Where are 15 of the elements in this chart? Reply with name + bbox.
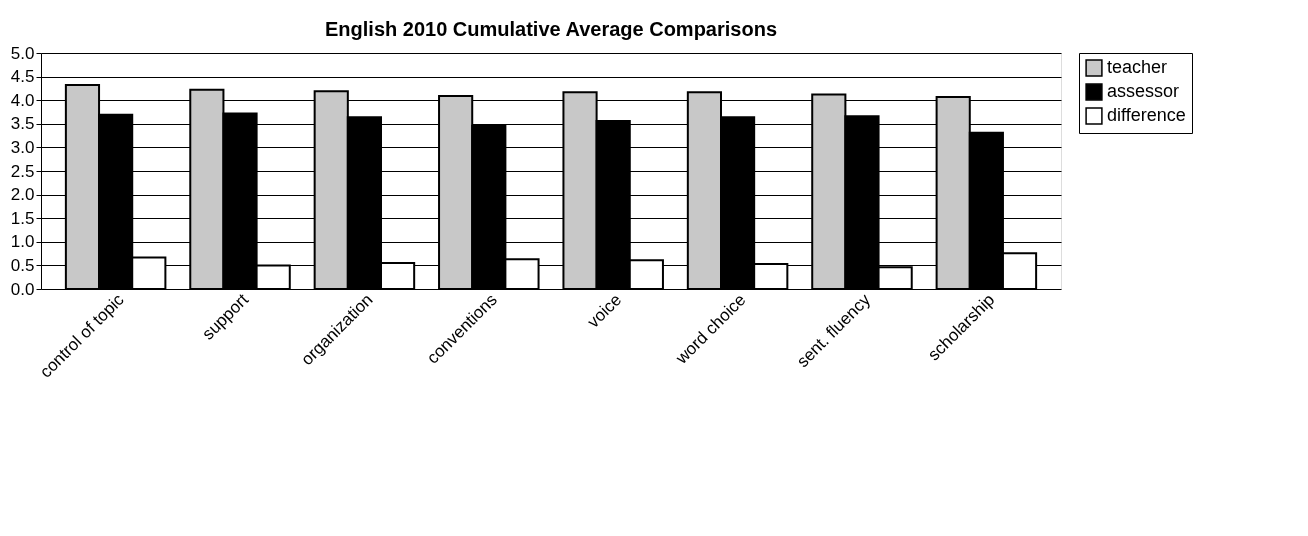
legend-label: teacher xyxy=(1107,57,1168,77)
y-tick-label: 2.5 xyxy=(10,161,35,181)
legend-label: assessor xyxy=(1107,81,1180,101)
y-tick-label: 4.0 xyxy=(10,90,35,110)
y-tick-label: 5.0 xyxy=(10,43,35,63)
y-tick-label: 3.5 xyxy=(10,114,35,134)
y-tick-label: 1.5 xyxy=(10,208,35,228)
y-tick-label: 0.5 xyxy=(10,255,35,275)
y-tick-label: 4.5 xyxy=(10,67,35,87)
legend-label: difference xyxy=(1107,105,1186,125)
y-tick-label: 0.0 xyxy=(10,279,35,299)
y-tick-label: 3.0 xyxy=(10,137,35,157)
y-tick-label: 1.0 xyxy=(10,232,35,252)
chart-title: English 2010 Cumulative Average Comparisons xyxy=(324,18,778,40)
y-tick-label: 2.0 xyxy=(10,185,35,205)
